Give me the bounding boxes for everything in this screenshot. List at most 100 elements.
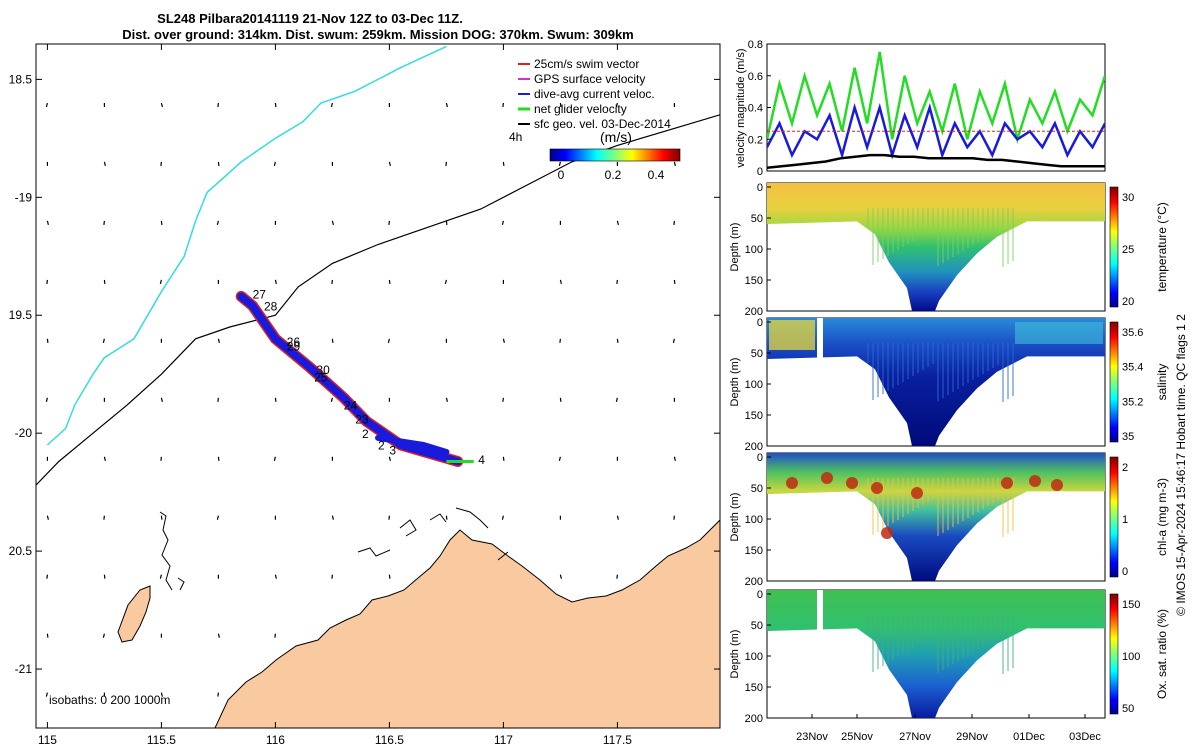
salinity-section-cbar-tick-1: 35.4 [1122, 362, 1143, 374]
colorbar-tick-0: 0 [558, 168, 565, 182]
velocity-arrow-103 [559, 338, 561, 343]
oxygen-section-streak-9 [912, 615, 914, 648]
salinity-section-streak-14 [937, 343, 939, 401]
salinity-section-streak-13 [932, 343, 934, 364]
oxygen-section-streak-6 [897, 615, 899, 657]
chlorophyll-section-streak-15 [942, 478, 944, 533]
oxygen-section-streak-7 [902, 615, 904, 654]
land-mainland [214, 519, 720, 728]
legend-dive-avg-current: dive-avg current veloc. [534, 87, 655, 101]
oxygen-section-ytick-label-1: 50 [751, 620, 763, 632]
temperature-section-streak-16 [947, 208, 949, 260]
salinity-section-ytick-label-1: 50 [751, 348, 763, 360]
velocity-arrow-112 [616, 220, 619, 226]
salinity-section-cbar-tick-0: 35.6 [1122, 327, 1143, 339]
chlorophyll-section-ytick-label-3: 150 [745, 545, 763, 557]
oxygen-section-streak-26 [997, 615, 999, 637]
section-xtick-label-0: 23Nov [796, 731, 828, 743]
velocity-arrow-40 [216, 515, 219, 520]
oxygen-section-streak-8 [907, 615, 909, 651]
velocity-arrow-123 [673, 220, 675, 225]
oxygen-section-streak-1 [872, 615, 874, 672]
chlorophyll-section-streak-28 [1007, 478, 1009, 534]
chlorophyll-section-streak-8 [907, 478, 909, 514]
day-label-9: 2 [378, 439, 385, 453]
salinity-section-streak-10 [917, 343, 919, 373]
velocity-arrow-32 [160, 692, 163, 697]
legend-gps-velocity: GPS surface velocity [534, 72, 645, 86]
oxygen-section-streak-29 [1012, 615, 1014, 668]
velocity-arrow-118 [616, 574, 618, 579]
legend-net-glider: net glider velocity [534, 102, 627, 116]
oxygen-section-streak-12 [927, 615, 929, 639]
salinity-high-patch [769, 320, 815, 350]
velocity-arrow-102 [559, 279, 562, 285]
oxygen-section-ytick-label-3: 150 [745, 682, 763, 694]
velocity-arrow-78 [445, 161, 447, 166]
chlorophyll-section-streak-17 [952, 478, 954, 527]
chlorophyll-section-ytick-label-2: 100 [745, 514, 763, 526]
chl-patch-5 [1001, 477, 1013, 489]
chlorophyll-section-streak-23 [982, 478, 984, 509]
land-island-barrow [117, 585, 151, 643]
temperature-section-ytick-label-4: 200 [745, 306, 763, 318]
velocity-arrow-72 [388, 456, 391, 461]
salinity-mid-patch [1015, 322, 1103, 344]
velocity-arrow-14 [103, 279, 106, 284]
map-ytick-label-1: -19 [15, 190, 33, 204]
velocity-series-0 [767, 51, 1105, 145]
salinity-section-streak-1 [872, 343, 874, 400]
temperature-section-streak-17 [952, 208, 954, 257]
chlorophyll-section-streak-0 [867, 478, 869, 498]
velocity-arrow-70 [387, 338, 390, 343]
velocity-arrow-77 [445, 102, 448, 108]
velocity-arrow-25 [159, 279, 162, 285]
chlorophyll-section-streak-21 [972, 478, 974, 515]
velocity-series-2 [767, 153, 1105, 170]
velocity-arrow-52 [274, 574, 277, 579]
temperature-section-ytick-label-2: 100 [745, 244, 763, 256]
velocity-arrow-57 [331, 220, 334, 226]
salinity-section-ytick-label-2: 100 [745, 379, 763, 391]
legend-swim-vector: 25cm/s swim vector [534, 57, 639, 71]
chlorophyll-section-streak-29 [1012, 478, 1014, 531]
oxygen-section-cbar-tick-0: 150 [1122, 599, 1140, 611]
map-xtick-label-0: 115 [38, 733, 57, 747]
salinity-section-ytick-label-4: 200 [745, 441, 763, 453]
day-label-10: 3 [389, 443, 396, 457]
velocity-arrow-82 [445, 397, 448, 402]
salinity-section-streak-26 [997, 343, 999, 365]
chl-patch-6 [1029, 475, 1041, 487]
velocity-arrow-8 [46, 574, 48, 579]
velocity-arrow-104 [559, 397, 562, 402]
temperature-section-streak-2 [877, 208, 879, 262]
oxygen-section-streak-11 [922, 615, 924, 642]
velocity-arrow-93 [502, 397, 504, 402]
chlorophyll-section-colorbar-label: chl-a (mg m-3) [1155, 478, 1169, 556]
oxygen-section-ytick-label-2: 100 [745, 651, 763, 663]
temperature-section-streak-23 [982, 208, 984, 239]
velocity-arrow-15 [102, 338, 105, 343]
chlorophyll-section-streak-5 [892, 478, 894, 523]
map-ytick-label-4: 20.5 [9, 544, 33, 558]
chlorophyll-section-streak-18 [957, 478, 959, 524]
chlorophyll-section-cbar-tick-2: 0 [1122, 566, 1128, 578]
chlorophyll-section-streak-16 [947, 478, 949, 530]
section-xtick-label-1: 25Nov [841, 731, 873, 743]
chlorophyll-section-colorbar [1109, 456, 1119, 578]
salinity-section-colorbar-label: salinity [1155, 364, 1169, 401]
temperature-section-streak-29 [1012, 208, 1014, 261]
salinity-section-streak-25 [992, 343, 994, 368]
velocity-arrow-89 [502, 161, 505, 166]
oxygen-section-streak-10 [917, 615, 919, 645]
salinity-section-streak-28 [1007, 343, 1009, 399]
velocity-arrow-92 [502, 338, 505, 343]
velocity-ytick-label-4: 0.8 [748, 39, 763, 51]
chlorophyll-section-streak-14 [937, 478, 939, 536]
velocity-series-1 [767, 102, 1105, 160]
chl-patch-0 [786, 477, 798, 489]
velocity-arrow-29 [160, 515, 163, 520]
velocity-arrow-115 [615, 397, 618, 402]
